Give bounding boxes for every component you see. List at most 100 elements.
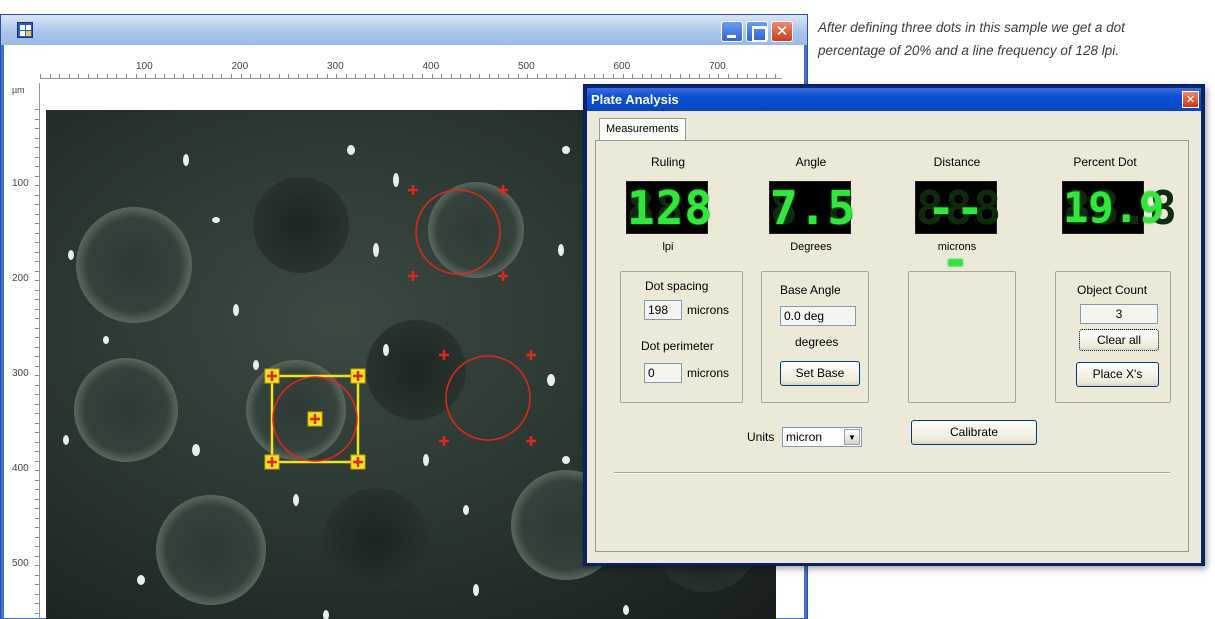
dialog-title: Plate Analysis xyxy=(591,92,679,107)
chevron-down-icon[interactable]: ▼ xyxy=(844,429,860,445)
caption-line-2: percentage of 20% and a line frequency o… xyxy=(818,43,1119,58)
tab-measurements[interactable]: Measurements xyxy=(599,118,686,140)
ruler-y-minor-tick xyxy=(35,118,39,120)
ruler-y-minor-tick xyxy=(35,593,39,595)
close-icon: ✕ xyxy=(775,22,789,40)
horizontal-ruler: 100 200 300 400 500 600 700 xyxy=(40,57,782,79)
minimize-button[interactable] xyxy=(721,21,743,42)
app-grid-icon xyxy=(17,22,33,38)
ruler-x-minor-tick xyxy=(135,74,137,78)
distance-value: --- xyxy=(927,181,985,287)
selected-dot-box[interactable] xyxy=(264,368,366,470)
measured-dot-marker-1[interactable] xyxy=(408,185,508,281)
ruler-y-tick-label: 500 xyxy=(12,558,29,569)
measured-dot-marker-2[interactable] xyxy=(439,350,536,446)
close-button[interactable]: ✕ xyxy=(771,21,793,42)
ruler-x-minor-tick xyxy=(173,74,175,78)
base-angle-field[interactable]: 0.0 deg xyxy=(780,306,856,326)
ruler-y-minor-tick xyxy=(35,109,39,110)
measurements-panel: Ruling 888 128 lpi Angle 8.8 7.5 Degrees… xyxy=(595,140,1189,552)
dot-spacing-unit: microns xyxy=(687,303,730,317)
ruler-x-minor-tick xyxy=(603,74,605,78)
dot-spacing-field[interactable]: 198 xyxy=(644,300,682,320)
ruler-x-minor-tick xyxy=(192,74,194,78)
ruler-x-minor-tick xyxy=(727,74,729,78)
ruler-x-tick-label: 600 xyxy=(613,61,631,72)
ruler-x-minor-tick xyxy=(345,74,347,78)
dialog-close-button[interactable]: ✕ xyxy=(1182,91,1199,108)
place-xs-button[interactable]: Place X's xyxy=(1076,362,1159,387)
ruler-x-minor-tick xyxy=(708,74,710,78)
ruler-y-minor-tick xyxy=(35,156,39,158)
ruler-x-minor-tick xyxy=(68,74,70,78)
base-angle-unit: degrees xyxy=(795,335,839,349)
ruler-x-minor-tick xyxy=(450,74,452,78)
ruler-x-minor-tick xyxy=(269,74,271,78)
ruler-y-tick-label: 300 xyxy=(12,368,29,379)
dot-perimeter-field[interactable]: 0 xyxy=(644,363,682,383)
ruler-y-minor-tick xyxy=(35,422,39,424)
ruler-y-minor-tick xyxy=(35,479,39,481)
angle-display: 8.8 7.5 xyxy=(769,181,857,235)
ruler-y-minor-tick xyxy=(35,555,39,557)
ruler-y-minor-tick xyxy=(35,527,39,528)
ruler-x-minor-tick xyxy=(660,74,662,78)
ruler-x-minor-tick xyxy=(49,74,51,78)
ruler-x-minor-tick xyxy=(679,74,681,78)
ruler-x-minor-tick xyxy=(527,74,529,78)
ruler-x-minor-tick xyxy=(125,74,127,78)
ruler-y-minor-tick xyxy=(35,128,39,129)
ruler-x-minor-tick xyxy=(40,74,41,78)
ruler-y-minor-tick xyxy=(35,403,39,405)
ruler-x-minor-tick xyxy=(307,74,309,78)
ruler-y-tick-label: 400 xyxy=(12,463,29,474)
units-select[interactable]: micron ▼ xyxy=(782,427,862,447)
calibrate-button[interactable]: Calibrate xyxy=(911,420,1037,445)
angle-value: 7.5 xyxy=(770,181,857,235)
ruler-y-minor-tick xyxy=(35,356,39,357)
ruler-x-minor-tick xyxy=(565,74,567,78)
ruler-x-minor-tick xyxy=(488,74,490,78)
ruler-x-tick-label: 700 xyxy=(709,61,726,72)
distance-unit: microns xyxy=(937,241,977,253)
ruler-x-minor-tick xyxy=(412,74,414,78)
ruler-x-minor-tick xyxy=(756,74,758,78)
maximize-button[interactable] xyxy=(746,21,768,42)
ruler-x-minor-tick xyxy=(259,74,261,78)
ruler-x-minor-tick xyxy=(402,74,404,78)
clear-all-button[interactable]: Clear all xyxy=(1079,329,1159,351)
ruler-y-minor-tick xyxy=(35,384,39,386)
ruler-x-minor-tick xyxy=(78,74,80,78)
ruler-x-minor-tick xyxy=(632,74,634,78)
ruler-x-minor-tick xyxy=(536,74,538,78)
ruler-x-minor-tick xyxy=(641,74,643,78)
ruler-y-minor-tick xyxy=(35,194,39,196)
ruler-y-minor-tick xyxy=(35,536,39,538)
ruler-y-minor-tick xyxy=(35,489,39,490)
base-angle-group: Base Angle 0.0 deg degrees Set Base xyxy=(761,271,869,403)
ruler-x-minor-tick xyxy=(593,74,595,78)
dialog-titlebar[interactable]: Plate Analysis ✕ xyxy=(587,88,1201,111)
specular-highlights xyxy=(63,145,754,619)
set-base-button[interactable]: Set Base xyxy=(780,361,860,386)
ruler-x-minor-tick xyxy=(240,74,242,78)
dialog-body: Measurements Ruling 888 128 lpi Angle 8.… xyxy=(587,111,1201,563)
caption-line-1: After defining three dots in this sample… xyxy=(818,20,1125,35)
dot-perimeter-label: Dot perimeter xyxy=(641,339,714,353)
caption-text: After defining three dots in this sample… xyxy=(818,16,1215,62)
ruler-y-minor-tick xyxy=(35,508,39,509)
ruler-x-minor-tick xyxy=(383,74,385,78)
units-value: micron xyxy=(786,430,823,444)
ruler-y-minor-tick xyxy=(35,546,39,547)
dot-perimeter-unit: microns xyxy=(687,366,730,380)
ruler-x-minor-tick xyxy=(154,74,156,78)
ruler-x-minor-tick xyxy=(422,74,423,78)
ruler-x-minor-tick xyxy=(231,74,232,78)
ruler-unit-label: µm xyxy=(12,85,25,95)
image-viewer-titlebar[interactable]: ✕ xyxy=(1,15,807,45)
ruler-x-minor-tick xyxy=(765,74,767,78)
object-count-label: Object Count xyxy=(1077,283,1148,297)
ruler-x-minor-tick xyxy=(297,74,299,78)
ruler-x-tick-label: 100 xyxy=(136,61,153,72)
ruler-y-minor-tick xyxy=(35,223,39,224)
